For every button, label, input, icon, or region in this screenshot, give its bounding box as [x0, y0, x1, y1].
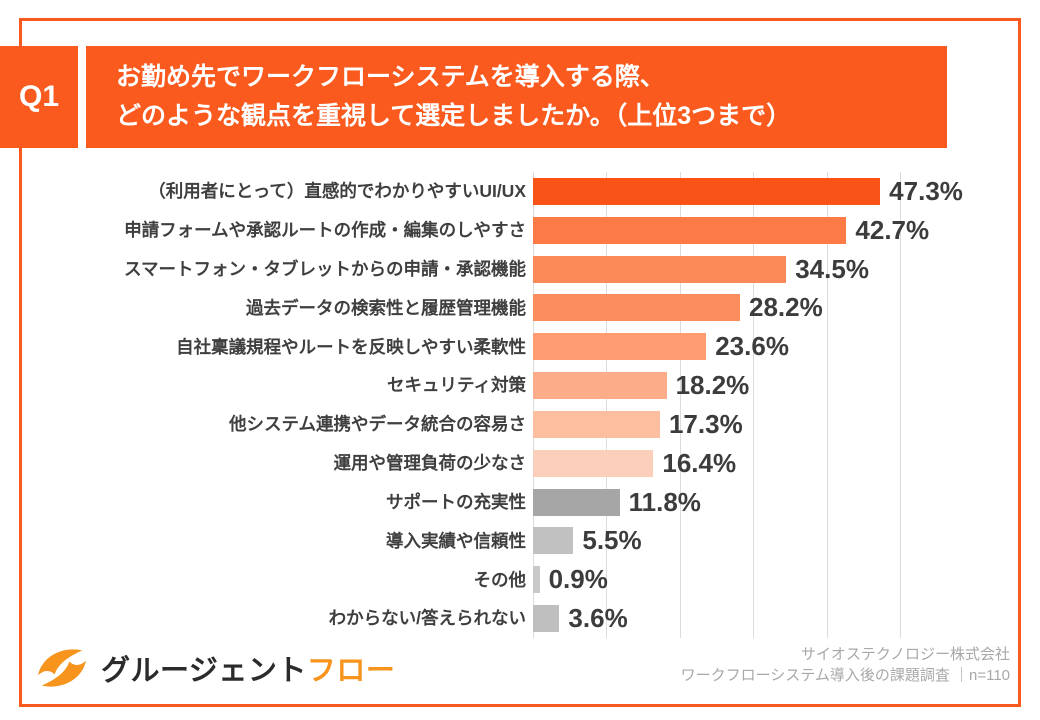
value-label: 42.7%	[855, 214, 930, 245]
logo-text: グルージェントフロー	[101, 647, 395, 689]
value-label: 5.5%	[582, 525, 642, 556]
category-label: （利用者にとって）直感的でわかりやすいUI/UX	[148, 181, 526, 202]
bar	[533, 216, 847, 244]
bar	[533, 177, 881, 205]
category-label: 導入実績や信頼性	[386, 530, 526, 551]
value-label: 34.5%	[795, 253, 869, 284]
bar-cell: 42.7%	[533, 211, 1040, 250]
value-label: 28.2%	[748, 292, 823, 323]
chart-row: 自社稟議規程やルートを反映しやすい柔軟性 23.6%	[0, 327, 1040, 366]
bar-cell: 18.2%	[533, 366, 1040, 405]
bar-cell: 28.2%	[533, 288, 1040, 327]
bar-cell: 23.6%	[533, 327, 1040, 366]
value-label: 16.4%	[662, 447, 737, 478]
source-attribution: サイオステクノロジー株式会社 ワークフローシステム導入後の課題調査 ｜n=110	[681, 644, 1010, 686]
gridline	[826, 172, 828, 638]
logo-swoosh-icon	[38, 649, 86, 687]
bar	[533, 372, 667, 400]
bar	[533, 527, 574, 555]
chart-row: 申請フォームや承認ルートの作成・編集のしやすさ 42.7%	[0, 211, 1040, 250]
bar-cell: 3.6%	[533, 599, 1040, 638]
gridline	[900, 172, 901, 638]
chart-row: スマートフォン・タブレットからの申請・承認機能 34.5%	[0, 250, 1040, 289]
bar-chart: （利用者にとって）直感的でわかりやすいUI/UX 47.3% 申請フォームや承認…	[0, 172, 1040, 638]
bar-cell: 0.9%	[533, 560, 1040, 599]
bar-cell: 34.5%	[533, 250, 1040, 289]
chart-row: 運用や管理負荷の少なさ 16.4%	[0, 444, 1040, 483]
bar-cell: 16.4%	[533, 444, 1040, 483]
source-company: サイオステクノロジー株式会社	[800, 646, 1010, 663]
bar-cell: 5.5%	[533, 521, 1040, 560]
gridline	[679, 172, 681, 638]
value-label: 18.2%	[675, 370, 750, 401]
chart-row: その他 0.9%	[0, 560, 1040, 599]
value-label: 47.3%	[889, 175, 963, 206]
category-label: わからない/答えられない	[328, 608, 526, 629]
gridline	[533, 172, 534, 638]
category-label: その他	[473, 569, 527, 590]
category-label: 過去データの検索性と履歴管理機能	[246, 297, 526, 318]
logo-text-dark: グルージェント	[101, 655, 307, 687]
category-label: 他システム連携やデータ統合の容易さ	[229, 414, 526, 435]
bar	[533, 255, 787, 283]
category-label: 申請フォームや承認ルートの作成・編集のしやすさ	[124, 220, 526, 241]
chart-row: （利用者にとって）直感的でわかりやすいUI/UX 47.3%	[0, 172, 1040, 211]
bar-cell: 17.3%	[533, 405, 1040, 444]
bar	[533, 605, 560, 633]
value-label: 17.3%	[668, 408, 743, 439]
category-label: スマートフォン・タブレットからの申請・承認機能	[124, 259, 526, 279]
gluegent-flow-logo: グルージェントフロー	[33, 642, 395, 694]
gridline	[606, 172, 608, 638]
category-label: サポートの充実性	[386, 491, 526, 512]
bar	[533, 566, 540, 594]
bar	[533, 488, 620, 516]
value-label: 11.8%	[628, 486, 701, 517]
chart-row: 導入実績や信頼性 5.5%	[0, 521, 1040, 560]
category-label: 自社稟議規程やルートを反映しやすい柔軟性	[176, 336, 526, 357]
chart-row: 他システム連携やデータ統合の容易さ 17.3%	[0, 405, 1040, 444]
source-survey: ワークフローシステム導入後の課題調査 ｜n=110	[680, 667, 1010, 684]
question-number: Q1	[18, 80, 60, 113]
bar-cell: 47.3%	[533, 172, 1040, 211]
question-title-banner: お勤め先でワークフローシステムを導入する際、 どのような観点を重視して選定しまし…	[86, 46, 947, 148]
chart-row: わからない/答えられない 3.6%	[0, 599, 1040, 638]
question-title-line2: どのような観点を重視して選定しましたか。（上位3つまで）	[116, 102, 792, 130]
chart-row: 過去データの検索性と履歴管理機能 28.2%	[0, 288, 1040, 327]
value-label: 0.9%	[548, 564, 608, 595]
chart-row: サポートの充実性 11.8%	[0, 483, 1040, 522]
gridline	[753, 172, 755, 638]
value-label: 23.6%	[715, 331, 789, 362]
bar	[533, 294, 740, 322]
bar-cell: 11.8%	[533, 483, 1040, 522]
category-label: セキュリティ対策	[387, 375, 526, 396]
logo-text-orange: フロー	[306, 655, 396, 687]
question-title-line1: お勤め先でワークフローシステムを導入する際、	[116, 63, 665, 91]
bar	[533, 449, 654, 477]
chart-row: セキュリティ対策 18.2%	[0, 366, 1040, 405]
category-label: 運用や管理負荷の少なさ	[333, 453, 527, 474]
bar	[533, 410, 660, 438]
question-number-badge: Q1	[0, 46, 78, 148]
value-label: 3.6%	[568, 603, 628, 634]
bar	[533, 333, 707, 361]
gridlines	[0, 172, 1040, 638]
bar-rows: （利用者にとって）直感的でわかりやすいUI/UX 47.3% 申請フォームや承認…	[0, 172, 1040, 638]
